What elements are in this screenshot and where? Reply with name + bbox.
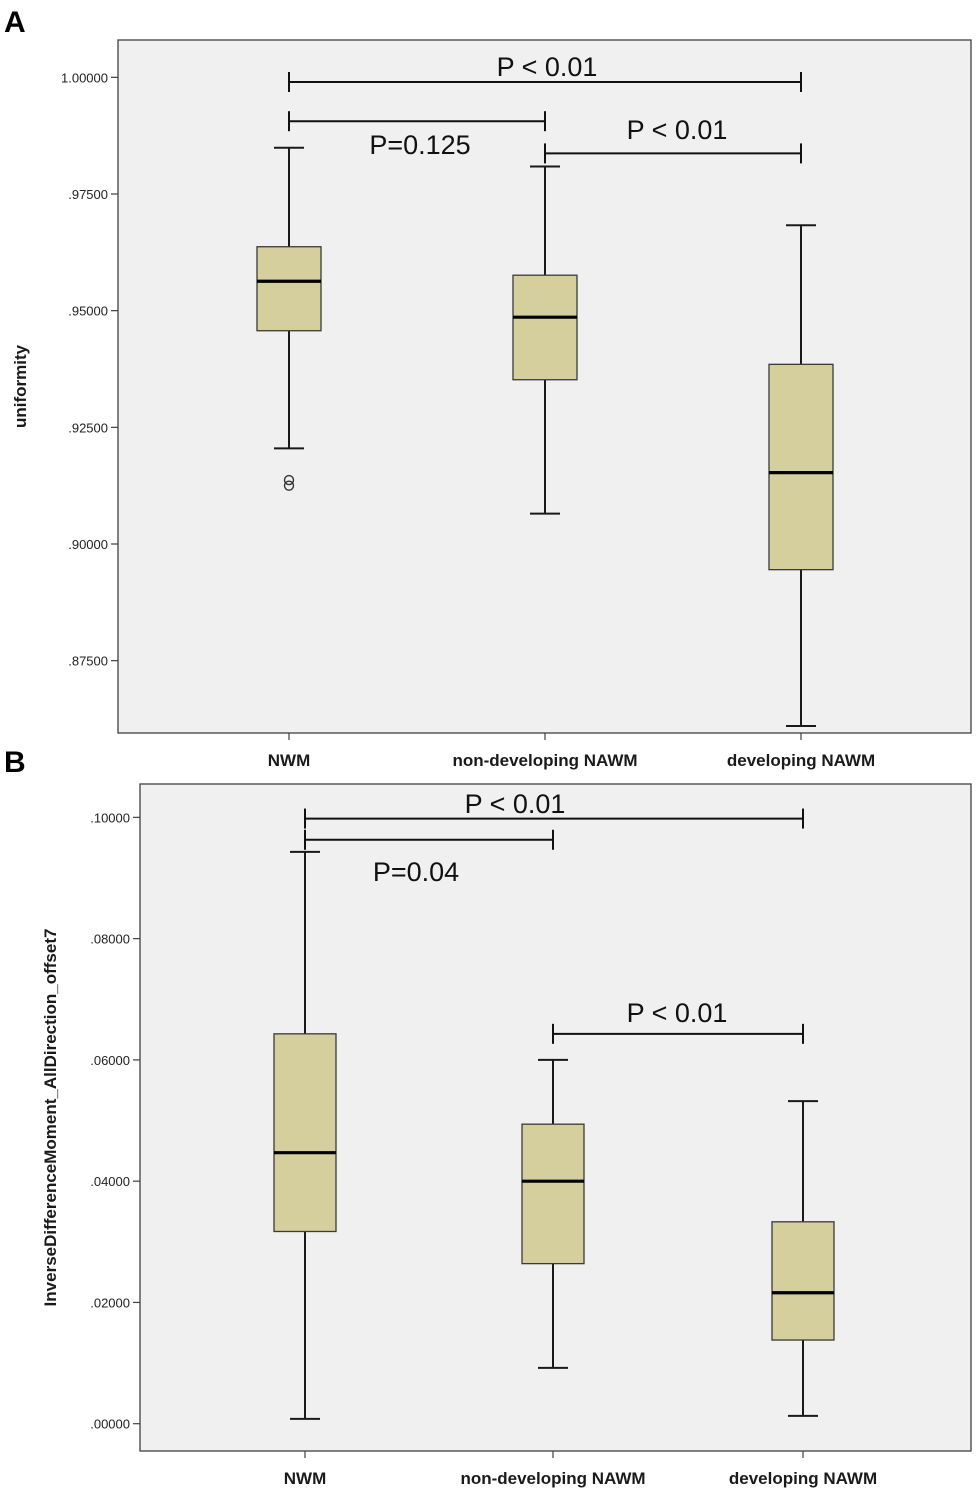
x-category-label: developing NAWM bbox=[727, 751, 875, 770]
y-tick-label: .08000 bbox=[90, 932, 130, 947]
iqr-box bbox=[521, 1123, 585, 1265]
p-value-label: P < 0.01 bbox=[465, 789, 566, 819]
y-tick-label: .00000 bbox=[90, 1417, 130, 1432]
p-value-label: P=0.125 bbox=[369, 130, 470, 160]
y-tick-label: .95000 bbox=[68, 304, 108, 319]
outlier-point bbox=[283, 480, 295, 491]
y-tick-label: .92500 bbox=[68, 420, 108, 435]
panel-a: A 1.00000 .97500 .95000 .92500 .90000 .87500 un… bbox=[4, 6, 972, 770]
x-category-label: NWM bbox=[284, 1469, 326, 1488]
y-tick-label: .87500 bbox=[68, 654, 108, 669]
iqr-box bbox=[273, 1033, 337, 1233]
outlier-point bbox=[283, 474, 295, 486]
y-axis-title: uniformity bbox=[11, 344, 30, 428]
p-value-label: P < 0.01 bbox=[497, 52, 598, 82]
iqr-box bbox=[768, 363, 834, 571]
p-value-label: P < 0.01 bbox=[627, 998, 728, 1028]
iqr-box bbox=[512, 274, 578, 381]
y-tick-label: .97500 bbox=[68, 187, 108, 202]
panel-b: B .10000 .08000 .06000 .04000 .02000 .00000 Inv… bbox=[4, 746, 972, 1488]
y-tick-label: .04000 bbox=[90, 1174, 130, 1189]
plot-area bbox=[139, 783, 972, 1452]
x-category-label: NWM bbox=[268, 751, 310, 770]
y-tick-label: .02000 bbox=[90, 1295, 130, 1310]
y-tick-label: 1.00000 bbox=[61, 70, 108, 85]
panel-letter: B bbox=[4, 746, 26, 779]
y-tick-label: .10000 bbox=[90, 810, 130, 825]
x-category-label: non-developing NAWM bbox=[460, 1469, 645, 1488]
x-category-label: non-developing NAWM bbox=[452, 751, 637, 770]
panel-letter: A bbox=[4, 6, 26, 39]
iqr-box bbox=[256, 246, 322, 332]
y-tick-label: .06000 bbox=[90, 1053, 130, 1068]
x-category-label: developing NAWM bbox=[729, 1469, 877, 1488]
y-axis-title: InverseDifferenceMoment_AllDirection_off… bbox=[41, 929, 60, 1307]
p-value-label: P < 0.01 bbox=[627, 115, 728, 145]
p-value-label: P=0.04 bbox=[373, 857, 459, 887]
y-tick-label: .90000 bbox=[68, 537, 108, 552]
iqr-box bbox=[771, 1221, 835, 1341]
